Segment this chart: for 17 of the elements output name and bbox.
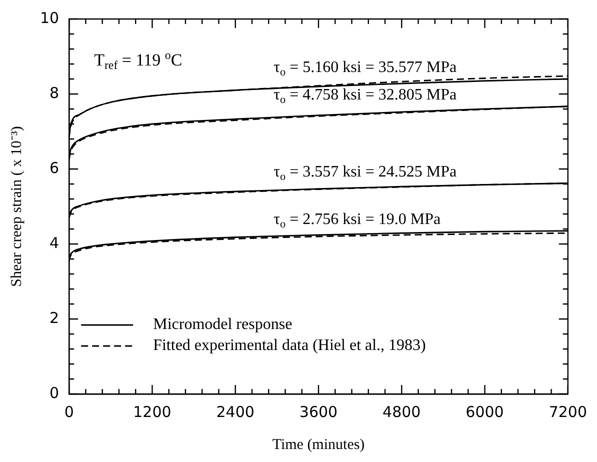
legend-label: Micromodel response [153, 316, 292, 334]
x-tick-label: 7200 [548, 402, 588, 421]
y-tick-label: 0 [50, 384, 60, 402]
x-tick-label: 1200 [133, 402, 172, 421]
x-tick-label: 4800 [382, 402, 421, 421]
x-tick-label: 6000 [466, 402, 504, 421]
y-tick-label: 6 [50, 158, 60, 177]
y-tick-label: 4 [50, 234, 60, 252]
x-axis-title: Time (minutes) [272, 436, 365, 453]
x-tick-label: 3600 [299, 402, 338, 421]
x-tick-label: 2400 [216, 402, 254, 421]
y-tick-label: 8 [50, 84, 60, 102]
x-tick-label: 0 [64, 402, 74, 421]
y-tick-label: 2 [50, 308, 60, 327]
legend-label: Fitted experimental data (Hiel et al., 1983) [153, 337, 426, 354]
y-tick-label: 10 [40, 8, 60, 27]
y-axis-title: Shear creep strain ( x 10⁻³) [8, 126, 25, 287]
